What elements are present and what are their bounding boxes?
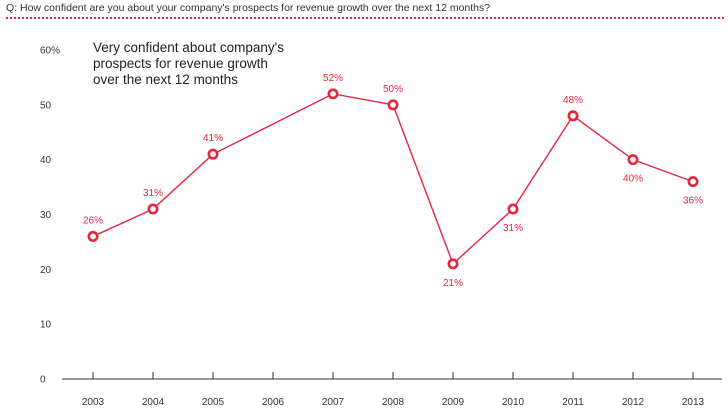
x-tick-label: 2003 <box>82 397 105 408</box>
y-tick-label: 0 <box>40 375 46 386</box>
data-point <box>207 148 219 160</box>
y-tick-label: 20 <box>40 265 52 276</box>
data-point <box>507 203 519 215</box>
data-label: 48% <box>563 95 583 106</box>
series-line <box>92 93 694 266</box>
x-tick-label: 2009 <box>442 397 465 408</box>
x-tick-label: 2005 <box>202 397 225 408</box>
x-tick-label: 2004 <box>142 397 165 408</box>
x-tick-label: 2008 <box>382 397 405 408</box>
data-point <box>327 88 339 100</box>
x-tick-label: 2006 <box>262 397 285 408</box>
dotted-divider <box>6 17 724 19</box>
data-label: 41% <box>203 133 223 144</box>
y-tick-label: 40 <box>40 155 52 166</box>
chart-title-line: over the next 12 months <box>93 72 238 87</box>
data-point <box>567 110 579 122</box>
data-label: 50% <box>383 84 403 95</box>
data-label: 31% <box>143 188 163 199</box>
y-tick-label: 10 <box>40 320 52 331</box>
data-label: 21% <box>443 278 463 289</box>
x-tick-label: 2007 <box>322 397 345 408</box>
question-text: Q: How confident are you about your comp… <box>6 2 491 14</box>
y-tick-label: 60% <box>40 46 60 57</box>
data-point <box>147 203 159 215</box>
data-label: 31% <box>503 223 523 234</box>
data-point <box>87 230 99 242</box>
x-tick-label: 2013 <box>682 397 705 408</box>
chart-title: Very confident about company'sprospects … <box>93 40 284 87</box>
chart-title-line: Very confident about company's <box>93 40 284 55</box>
y-tick-label: 30 <box>40 210 52 221</box>
y-axis-ticks: 0 10 20 30 40 50 60% <box>40 46 60 386</box>
data-label: 36% <box>683 196 703 207</box>
data-point <box>387 99 399 111</box>
x-tick-label: 2010 <box>502 397 525 408</box>
x-tick-label: 2012 <box>622 397 645 408</box>
chart-title-line: prospects for revenue growth <box>93 56 268 71</box>
data-label: 26% <box>83 215 103 226</box>
data-point <box>447 258 459 270</box>
x-axis: 2003 2004 2005 2006 2007 2008 2009 2010 2011 2012… <box>62 372 722 408</box>
data-point <box>627 154 639 166</box>
data-point <box>687 176 699 188</box>
data-label: 40% <box>623 174 643 185</box>
data-label: 52% <box>323 73 343 84</box>
y-tick-label: 50 <box>40 100 52 111</box>
series-very-confident: 26% 31% 41% 52% 50% 21% 31% 48% 40% 36% <box>83 73 703 289</box>
x-tick-label: 2011 <box>562 397 584 408</box>
